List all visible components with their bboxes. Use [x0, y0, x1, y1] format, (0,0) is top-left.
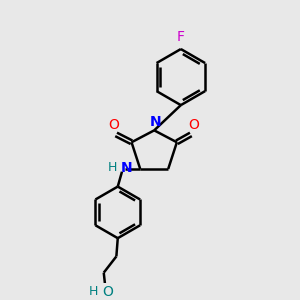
Text: O: O [188, 118, 199, 132]
Text: F: F [177, 30, 185, 44]
Text: H: H [107, 161, 117, 174]
Text: N: N [121, 160, 132, 175]
Text: N: N [150, 115, 161, 129]
Text: H: H [89, 285, 98, 298]
Text: O: O [108, 118, 119, 132]
Text: O: O [102, 285, 113, 299]
